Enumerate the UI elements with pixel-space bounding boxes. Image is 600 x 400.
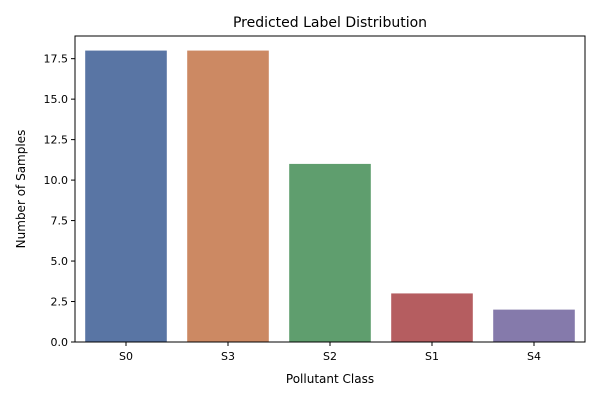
y-tick-label: 0.0 xyxy=(51,336,69,349)
bar-s3 xyxy=(187,50,269,342)
plot-frame xyxy=(74,35,586,343)
x-tick-label: S3 xyxy=(221,350,235,363)
x-tick-label: S1 xyxy=(425,350,439,363)
y-tick-label: 17.5 xyxy=(44,53,69,66)
bar-s2 xyxy=(289,163,371,342)
bar-s1 xyxy=(391,293,473,342)
bar-s0 xyxy=(85,50,167,342)
y-tick-label: 10.0 xyxy=(44,174,69,187)
chart-title: Predicted Label Distribution xyxy=(233,15,427,31)
bars-group xyxy=(85,50,575,342)
y-tick-label: 7.5 xyxy=(51,215,69,228)
y-tick-label: 2.5 xyxy=(51,296,69,309)
y-tick-label: 12.5 xyxy=(44,134,69,147)
x-tick-label: S2 xyxy=(323,350,337,363)
x-axis-label: Pollutant Class xyxy=(286,372,374,386)
bar-s4 xyxy=(493,309,575,342)
x-axis-ticks: S0 S3 S2 S1 S4 xyxy=(119,342,541,363)
y-tick-label: 5.0 xyxy=(51,255,69,268)
y-axis-ticks: 0.0 2.5 5.0 7.5 10.0 12.5 15.0 17.5 xyxy=(44,53,75,349)
y-axis-label: Number of Samples xyxy=(14,130,28,249)
y-tick-label: 15.0 xyxy=(44,93,69,106)
x-tick-label: S4 xyxy=(527,350,541,363)
x-tick-label: S0 xyxy=(119,350,133,363)
